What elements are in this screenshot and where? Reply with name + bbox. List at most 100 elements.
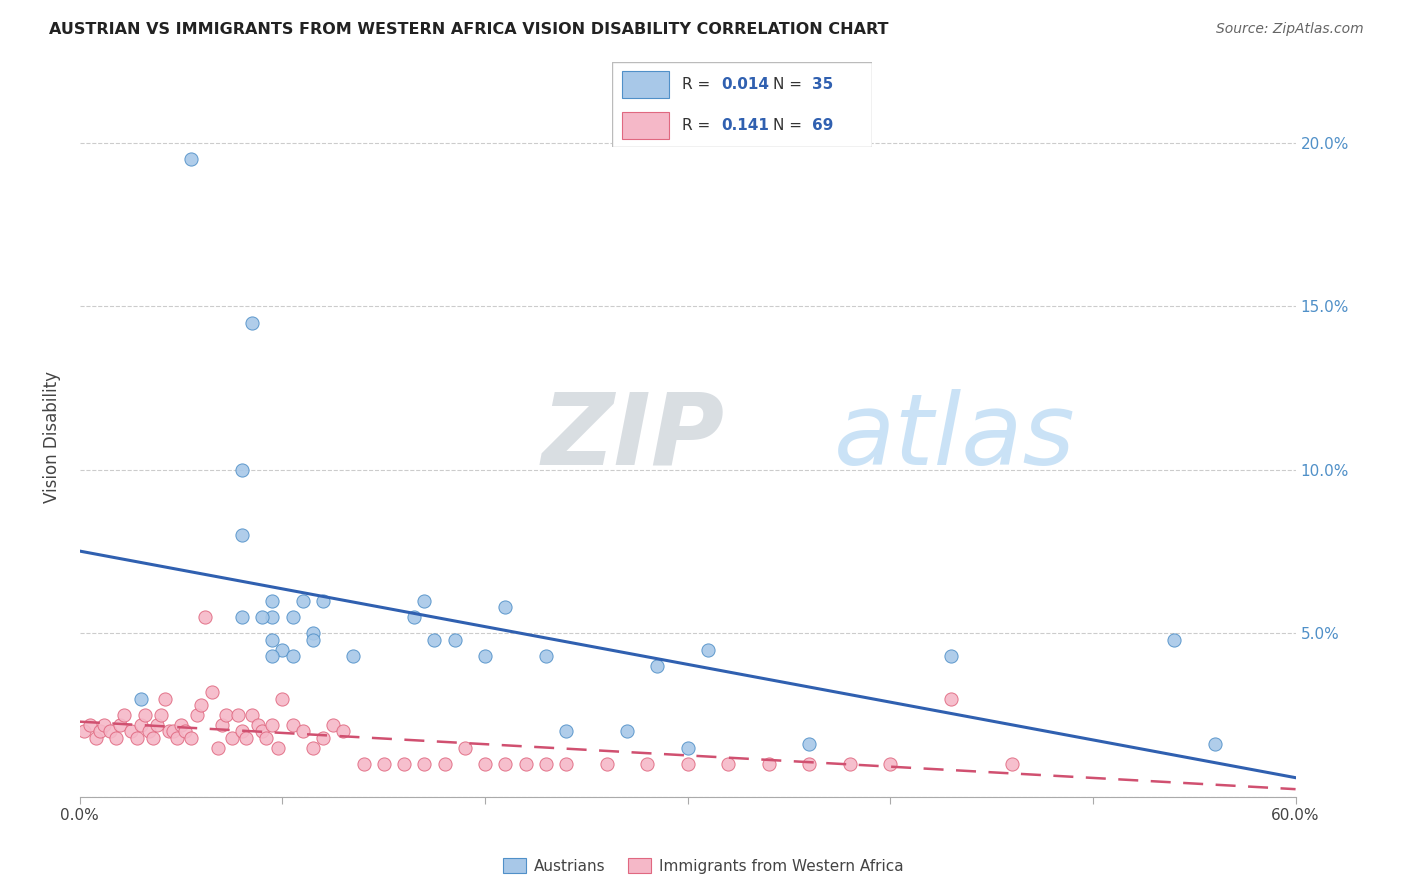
Point xyxy=(157,724,180,739)
Point xyxy=(84,731,107,745)
Point xyxy=(676,756,699,771)
FancyBboxPatch shape xyxy=(621,71,669,98)
Legend: Austrians, Immigrants from Western Africa: Austrians, Immigrants from Western Afric… xyxy=(496,852,910,880)
Point xyxy=(879,756,901,771)
Text: 35: 35 xyxy=(811,77,834,92)
Point xyxy=(271,691,294,706)
Text: Source: ZipAtlas.com: Source: ZipAtlas.com xyxy=(1216,22,1364,37)
Point xyxy=(271,642,294,657)
Point xyxy=(474,756,496,771)
Point xyxy=(1163,632,1185,647)
Point xyxy=(235,731,257,745)
Text: ZIP: ZIP xyxy=(541,389,725,485)
Point xyxy=(186,708,208,723)
Point xyxy=(717,756,740,771)
Point xyxy=(799,737,821,751)
Point xyxy=(240,316,263,330)
Point xyxy=(262,718,284,732)
Point xyxy=(166,731,188,745)
Point xyxy=(194,610,217,624)
Point xyxy=(98,724,121,739)
Point xyxy=(302,632,325,647)
Text: N =: N = xyxy=(773,77,807,92)
Point xyxy=(134,708,156,723)
Point xyxy=(207,740,229,755)
Text: 0.014: 0.014 xyxy=(721,77,769,92)
Text: atlas: atlas xyxy=(834,389,1076,485)
Point xyxy=(302,626,325,640)
Point xyxy=(939,691,962,706)
Point xyxy=(353,756,375,771)
Point xyxy=(142,731,165,745)
Point xyxy=(939,649,962,664)
Point xyxy=(180,152,202,166)
Point xyxy=(647,659,669,673)
Point xyxy=(281,610,304,624)
Point xyxy=(413,593,436,607)
Point xyxy=(262,632,284,647)
Text: AUSTRIAN VS IMMIGRANTS FROM WESTERN AFRICA VISION DISABILITY CORRELATION CHART: AUSTRIAN VS IMMIGRANTS FROM WESTERN AFRI… xyxy=(49,22,889,37)
Point xyxy=(392,756,415,771)
Point xyxy=(93,718,115,732)
Text: N =: N = xyxy=(773,118,807,133)
Point xyxy=(312,731,335,745)
Point xyxy=(595,756,617,771)
Point xyxy=(281,649,304,664)
Point xyxy=(247,718,270,732)
Point xyxy=(423,632,446,647)
Point xyxy=(799,756,821,771)
Point xyxy=(110,718,132,732)
Point xyxy=(231,528,253,542)
Point xyxy=(373,756,395,771)
Point xyxy=(215,708,238,723)
Point xyxy=(443,632,465,647)
Point xyxy=(413,756,436,771)
Point xyxy=(291,724,314,739)
Point xyxy=(79,718,101,732)
Point xyxy=(838,756,860,771)
Point xyxy=(226,708,249,723)
Point xyxy=(1001,756,1024,771)
Point xyxy=(252,610,274,624)
Point xyxy=(322,718,344,732)
Point xyxy=(153,691,176,706)
Point xyxy=(494,756,516,771)
Point xyxy=(494,600,516,615)
Point xyxy=(170,718,193,732)
Point xyxy=(342,649,364,664)
Point xyxy=(555,756,578,771)
Point xyxy=(636,756,658,771)
Point xyxy=(231,610,253,624)
Point xyxy=(1204,737,1226,751)
Point xyxy=(515,756,537,771)
Point xyxy=(555,724,578,739)
Point xyxy=(474,649,496,664)
Point xyxy=(149,708,172,723)
Text: 69: 69 xyxy=(811,118,834,133)
Point xyxy=(332,724,354,739)
Y-axis label: Vision Disability: Vision Disability xyxy=(44,371,60,503)
Point xyxy=(454,740,477,755)
Point xyxy=(291,593,314,607)
Point xyxy=(534,756,557,771)
Point xyxy=(180,731,202,745)
Point xyxy=(676,740,699,755)
Point xyxy=(758,756,780,771)
Point xyxy=(73,724,96,739)
Text: 0.141: 0.141 xyxy=(721,118,769,133)
Point xyxy=(281,718,304,732)
Point xyxy=(616,724,638,739)
Point xyxy=(146,718,169,732)
Point xyxy=(697,642,720,657)
Point xyxy=(89,724,111,739)
Point xyxy=(254,731,277,745)
Point xyxy=(302,740,325,755)
Point xyxy=(534,649,557,664)
Point xyxy=(105,731,128,745)
FancyBboxPatch shape xyxy=(612,62,872,147)
Point xyxy=(162,724,184,739)
Point xyxy=(433,756,456,771)
Text: R =: R = xyxy=(682,118,716,133)
Point xyxy=(252,724,274,739)
Point xyxy=(190,698,212,713)
